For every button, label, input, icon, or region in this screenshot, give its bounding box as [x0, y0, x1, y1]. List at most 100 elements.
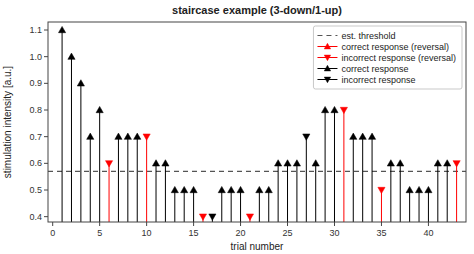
stem	[62, 30, 63, 222]
x-tick-label: 10	[142, 228, 152, 238]
y-tick	[44, 30, 48, 31]
stem	[437, 163, 438, 222]
legend: est. thresholdcorrect response (reversal…	[313, 26, 462, 89]
marker	[387, 160, 394, 166]
marker	[322, 106, 329, 112]
stem	[343, 110, 344, 222]
stem	[362, 137, 363, 222]
marker	[96, 106, 103, 112]
marker	[397, 160, 404, 166]
marker	[312, 160, 319, 166]
x-tick-label: 25	[283, 228, 293, 238]
marker	[171, 186, 178, 192]
stem	[315, 163, 316, 222]
y-tick	[44, 190, 48, 191]
marker	[406, 186, 413, 192]
marker	[115, 133, 122, 139]
marker	[181, 186, 188, 192]
y-tick-label: 0.9	[29, 78, 42, 88]
legend-label: correct response (reversal)	[341, 42, 449, 52]
x-tick	[99, 222, 100, 226]
stem	[137, 137, 138, 222]
stem	[353, 137, 354, 222]
x-tick	[52, 222, 53, 226]
marker	[124, 133, 131, 139]
stem	[296, 163, 297, 222]
marker	[368, 133, 375, 139]
y-tick-label: 0.8	[29, 105, 42, 115]
stem	[390, 163, 391, 222]
marker	[303, 134, 310, 140]
y-tick-label: 0.7	[29, 132, 42, 142]
x-tick-label: 0	[50, 228, 55, 238]
legend-marker	[324, 43, 330, 49]
marker	[77, 80, 84, 86]
marker	[331, 106, 338, 112]
stem	[259, 190, 260, 222]
x-tick	[287, 222, 288, 226]
legend-label: incorrect response (reversal)	[341, 53, 456, 63]
marker	[425, 186, 432, 192]
marker	[434, 160, 441, 166]
legend-marker	[324, 55, 330, 61]
stem	[127, 137, 128, 222]
x-tick	[146, 222, 147, 226]
marker	[293, 160, 300, 166]
plot-frame	[48, 22, 466, 222]
stem	[428, 190, 429, 222]
y-tick-label: 1.0	[29, 52, 42, 62]
marker	[190, 186, 197, 192]
stem	[278, 163, 279, 222]
y-tick	[44, 136, 48, 137]
marker	[228, 186, 235, 192]
marker	[265, 186, 272, 192]
y-tick-label: 0.4	[29, 212, 42, 222]
plot-background	[48, 22, 466, 222]
y-tick	[44, 216, 48, 217]
marker	[340, 107, 347, 113]
stem	[156, 163, 157, 222]
marker	[444, 160, 451, 166]
stem	[231, 190, 232, 222]
stem	[184, 190, 185, 222]
legend-label: incorrect response	[341, 75, 415, 85]
x-tick	[381, 222, 382, 226]
x-tick	[193, 222, 194, 226]
legend-label: est. threshold	[341, 31, 395, 41]
legend-marker	[324, 65, 330, 71]
stem	[221, 190, 222, 222]
stem	[306, 137, 307, 222]
legend-items: est. thresholdcorrect response (reversal…	[317, 31, 456, 85]
stem	[240, 190, 241, 222]
stem	[99, 110, 100, 222]
marker	[246, 214, 253, 220]
marker	[152, 160, 159, 166]
marker	[284, 160, 291, 166]
legend-handle	[317, 35, 337, 36]
marker	[209, 214, 216, 220]
series	[105, 107, 460, 222]
marker	[453, 161, 460, 167]
marker	[162, 160, 169, 166]
stem	[325, 110, 326, 222]
y-tick	[44, 163, 48, 164]
stem	[174, 190, 175, 222]
stem	[80, 83, 81, 222]
marker	[415, 186, 422, 192]
title: staircase example (3-down/1-up)	[172, 4, 342, 16]
x-tick-label: 40	[423, 228, 433, 238]
y-tick-label: 0.6	[29, 158, 42, 168]
stem	[90, 137, 91, 222]
plot-data	[48, 26, 466, 222]
stem	[71, 57, 72, 222]
stem	[334, 110, 335, 222]
marker	[350, 133, 357, 139]
x-tick-label: 5	[97, 228, 102, 238]
marker	[58, 26, 65, 32]
x-tick	[334, 222, 335, 226]
x-axis-label: trial number	[231, 241, 284, 252]
x-tick	[428, 222, 429, 226]
stem	[456, 163, 457, 222]
stem	[381, 190, 382, 222]
marker	[87, 133, 94, 139]
